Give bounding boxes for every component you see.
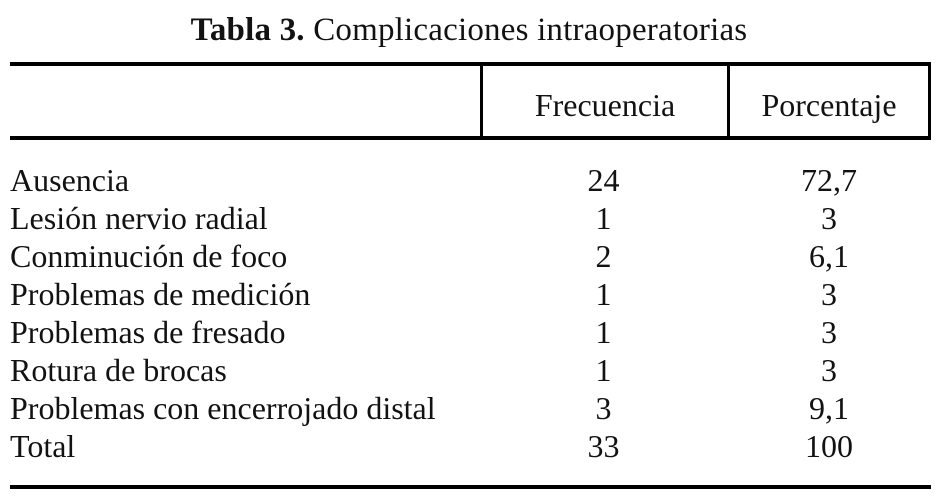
row-label: Rotura de brocas — [10, 352, 227, 388]
row-frecuencia: 24 — [587, 162, 620, 198]
row-label: Total — [10, 428, 76, 464]
row-porcentaje: 3 — [821, 276, 837, 312]
row-label: Problemas de fresado — [10, 314, 286, 350]
row-label: Problemas con encerrojado distal — [10, 390, 436, 426]
row-label: Ausencia — [10, 162, 130, 198]
row-porcentaje: 3 — [821, 314, 837, 350]
row-frecuencia: 1 — [595, 200, 612, 236]
row-label: Conminución de foco — [10, 238, 288, 274]
bottom-rule — [10, 485, 931, 489]
table-row: Lesión nervio radial 1 3 — [10, 199, 931, 237]
row-frecuencia: 2 — [595, 238, 612, 274]
row-frecuencia: 1 — [595, 314, 612, 350]
table-row: Conminución de foco 2 6,1 — [10, 237, 931, 275]
table-row: Problemas de fresado 1 3 — [10, 313, 931, 351]
header-cell-frecuencia: Frecuencia — [480, 66, 727, 136]
row-porcentaje: 100 — [805, 428, 853, 464]
table-body: Ausencia 24 72,7 Lesión nervio radial 1 … — [10, 140, 931, 485]
table-row: Problemas de medición 1 3 — [10, 275, 931, 313]
data-table: Frecuencia Porcentaje Ausencia 24 72,7 L… — [10, 62, 931, 489]
top-rule — [10, 62, 931, 66]
table-row-total: Total 33 100 — [10, 427, 931, 465]
row-label: Problemas de medición — [10, 276, 311, 312]
row-frecuencia: 33 — [587, 428, 620, 464]
table-header-row: Frecuencia Porcentaje — [10, 66, 931, 136]
row-porcentaje: 9,1 — [809, 390, 849, 426]
header-rule — [10, 136, 931, 140]
row-frecuencia: 3 — [595, 390, 612, 426]
row-frecuencia: 1 — [595, 276, 612, 312]
table-row: Problemas con encerrojado distal 3 9,1 — [10, 389, 931, 427]
row-porcentaje: 3 — [821, 352, 837, 388]
row-label: Lesión nervio radial — [10, 200, 268, 236]
table-caption-title: Complicaciones intraoperatorias — [304, 12, 748, 48]
row-porcentaje: 6,1 — [809, 238, 849, 274]
table-caption: Tabla 3. Complicaciones intraoperatorias — [0, 12, 938, 49]
row-porcentaje: 3 — [821, 200, 837, 236]
header-cell-empty — [10, 66, 480, 136]
table-row: Rotura de brocas 1 3 — [10, 351, 931, 389]
row-porcentaje: 72,7 — [801, 162, 857, 198]
header-cell-porcentaje: Porcentaje — [727, 66, 931, 136]
table-caption-number: Tabla 3. — [190, 12, 305, 48]
table-row: Ausencia 24 72,7 — [10, 161, 931, 199]
row-frecuencia: 1 — [595, 352, 612, 388]
